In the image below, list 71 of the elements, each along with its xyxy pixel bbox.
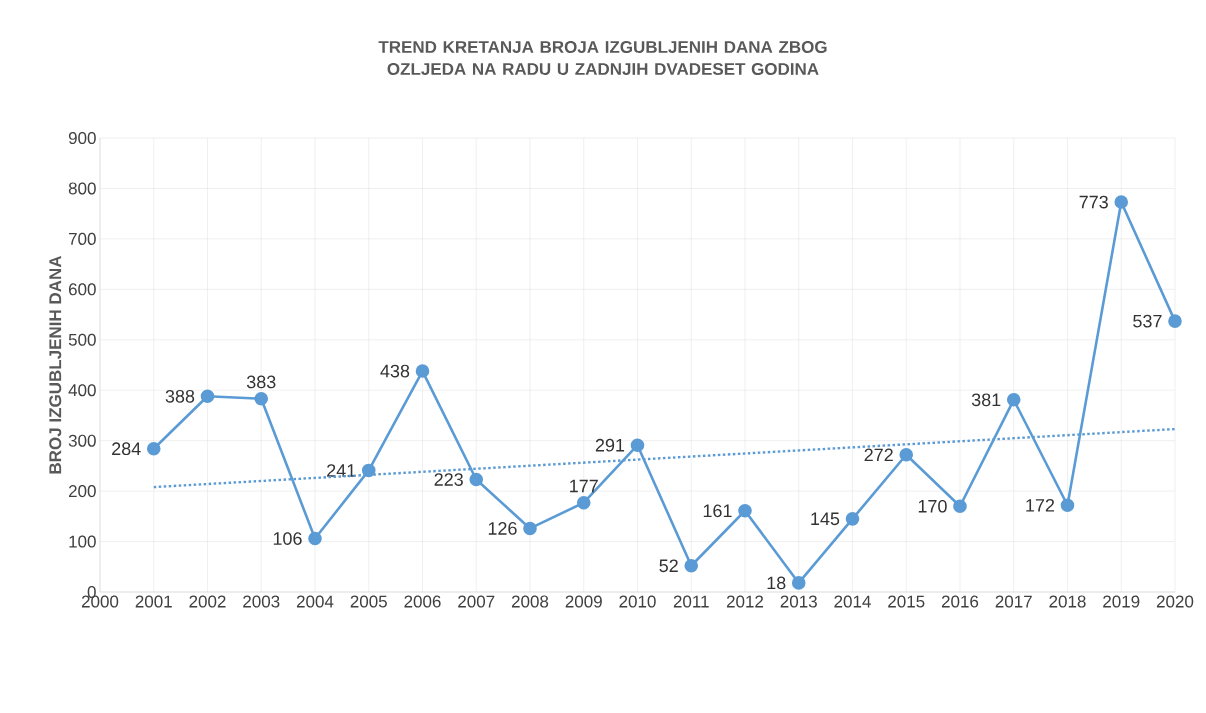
data-label: 161 <box>703 504 732 518</box>
y-tick-label: 900 <box>68 131 96 145</box>
point <box>1006 393 1021 407</box>
point <box>361 463 376 478</box>
x-tick-label: 2008 <box>511 595 549 608</box>
x-tick-label: 2017 <box>995 595 1032 608</box>
point <box>738 503 752 518</box>
x-tick-label: 2014 <box>834 595 871 608</box>
x-tick-label: 2012 <box>726 595 764 608</box>
y-tick-label: 200 <box>68 485 96 498</box>
point <box>1060 498 1075 513</box>
point <box>791 576 806 590</box>
point <box>630 438 645 452</box>
data-label: 177 <box>570 479 598 493</box>
point <box>1168 314 1182 328</box>
point <box>684 558 699 573</box>
point <box>254 392 269 406</box>
x-tick-label: 2018 <box>1049 595 1086 608</box>
point <box>845 512 860 526</box>
x-tick-label: 2006 <box>404 595 441 608</box>
y-tick-label: 700 <box>68 232 96 245</box>
data-label: 383 <box>246 375 276 389</box>
point <box>469 472 484 487</box>
data-label: 438 <box>380 364 410 378</box>
chart-title: TREND KRETANJA BROJA IZGUBLJENIH DANA ZBOG OZLJEDA NA RADU U ZADNJIH DVADESET GODINA <box>378 40 827 76</box>
x-tick-label: 2002 <box>189 595 226 608</box>
point <box>200 389 215 404</box>
data-label: 106 <box>273 532 302 545</box>
data-label: 126 <box>488 522 517 535</box>
y-tick-label: 100 <box>69 535 96 548</box>
y-tick-label: 800 <box>68 182 96 195</box>
x-tick-label: 2019 <box>1103 595 1140 608</box>
data-label: 537 <box>1133 314 1162 328</box>
data-label: 52 <box>659 559 678 573</box>
x-tick-label: 2001 <box>135 595 172 608</box>
point <box>523 521 537 536</box>
x-tick-label: 2005 <box>350 595 387 608</box>
y-tick-label: 300 <box>68 434 96 447</box>
point <box>576 495 591 510</box>
data-label: 388 <box>165 389 195 403</box>
data-label: 241 <box>327 464 356 477</box>
data-label: 381 <box>971 393 1001 407</box>
point <box>953 499 967 514</box>
data-label: 284 <box>112 442 141 456</box>
data-label: 272 <box>864 448 893 462</box>
data-label: 170 <box>918 499 947 513</box>
x-tick-label: 2015 <box>888 595 925 608</box>
point <box>1114 195 1129 209</box>
point <box>146 441 161 456</box>
data-label: 172 <box>1026 498 1055 512</box>
data-label: 18 <box>767 576 786 590</box>
y-tick-label: 400 <box>68 384 96 397</box>
data-label: 223 <box>434 473 463 486</box>
x-tick-label: 2003 <box>243 595 280 608</box>
y-axis-title: BROJ IZGUBLJENIH DANA <box>49 255 62 474</box>
y-tick-label: 500 <box>68 333 96 346</box>
y-tick-label: 600 <box>68 283 96 296</box>
x-tick-label: 2020 <box>1156 595 1194 608</box>
point <box>308 531 322 546</box>
x-tick-label: 2011 <box>673 595 709 608</box>
point <box>899 447 914 462</box>
x-tick-label: 2016 <box>941 595 979 608</box>
point <box>415 364 430 378</box>
data-label: 773 <box>1079 195 1108 209</box>
x-tick-label: 2013 <box>780 595 817 608</box>
data-label: 291 <box>595 438 625 452</box>
x-tick-label: 2004 <box>296 595 334 608</box>
x-tick-label: 2010 <box>619 595 656 608</box>
data-label: 145 <box>811 512 840 526</box>
x-tick-label: 2009 <box>565 595 602 608</box>
x-tick-label: 2007 <box>458 595 495 608</box>
